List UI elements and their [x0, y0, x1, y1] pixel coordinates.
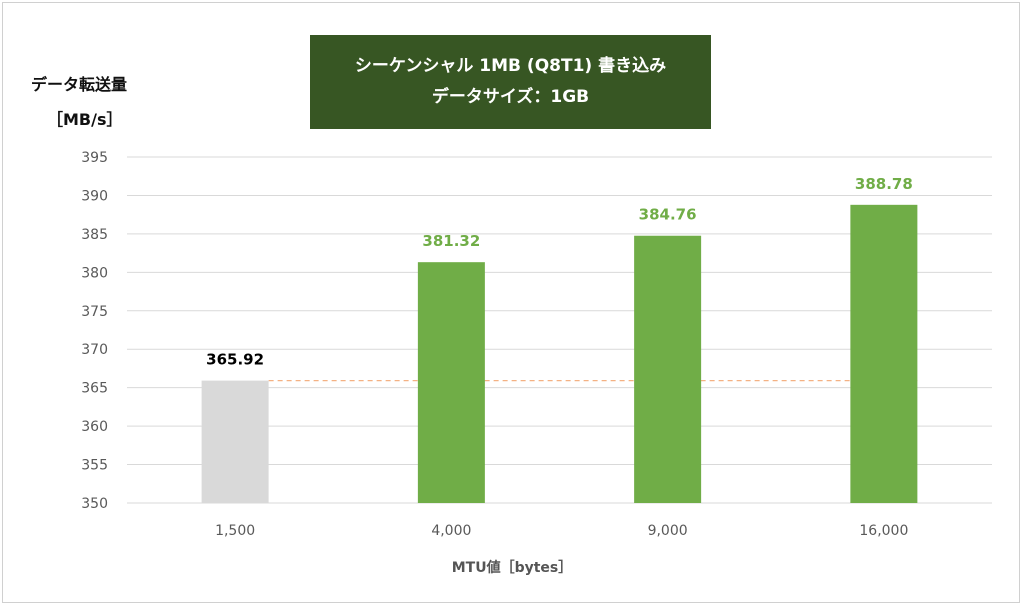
bar [417, 262, 485, 503]
y-tick-label: 395 [81, 150, 108, 166]
y-tick-label: 360 [81, 419, 108, 435]
y-tick-label: 390 [81, 188, 108, 204]
bar [634, 235, 702, 503]
data-label: 365.92 [206, 351, 264, 369]
y-tick-label: 385 [81, 227, 108, 243]
y-axis-label: データ転送量 [31, 75, 128, 94]
data-label: 381.32 [422, 232, 480, 250]
x-tick-label: 16,000 [859, 523, 908, 539]
y-tick-label: 380 [81, 265, 108, 281]
y-tick-label: 355 [81, 458, 108, 474]
y-tick-label: 370 [81, 342, 108, 358]
x-tick-label: 1,500 [215, 523, 255, 539]
y-tick-label: 375 [81, 304, 108, 320]
bar [850, 204, 918, 503]
chart-title-box: シーケンシャル 1MB (Q8T1) 書き込み データサイズ：1GB [310, 35, 711, 129]
data-label: 384.76 [639, 206, 697, 224]
y-tick-label: 365 [81, 381, 108, 397]
y-tick-label: 350 [81, 496, 108, 512]
data-label: 388.78 [855, 175, 913, 193]
bar [201, 380, 269, 503]
x-axis-label: MTU値［bytes］ [451, 560, 573, 576]
y-axis-unit: ［MB/s］ [47, 110, 123, 129]
chart-subtitle: データサイズ：1GB [431, 87, 590, 107]
x-tick-label: 9,000 [648, 523, 688, 539]
x-tick-label: 4,000 [431, 523, 471, 539]
chart-title: シーケンシャル 1MB (Q8T1) 書き込み [354, 56, 667, 76]
